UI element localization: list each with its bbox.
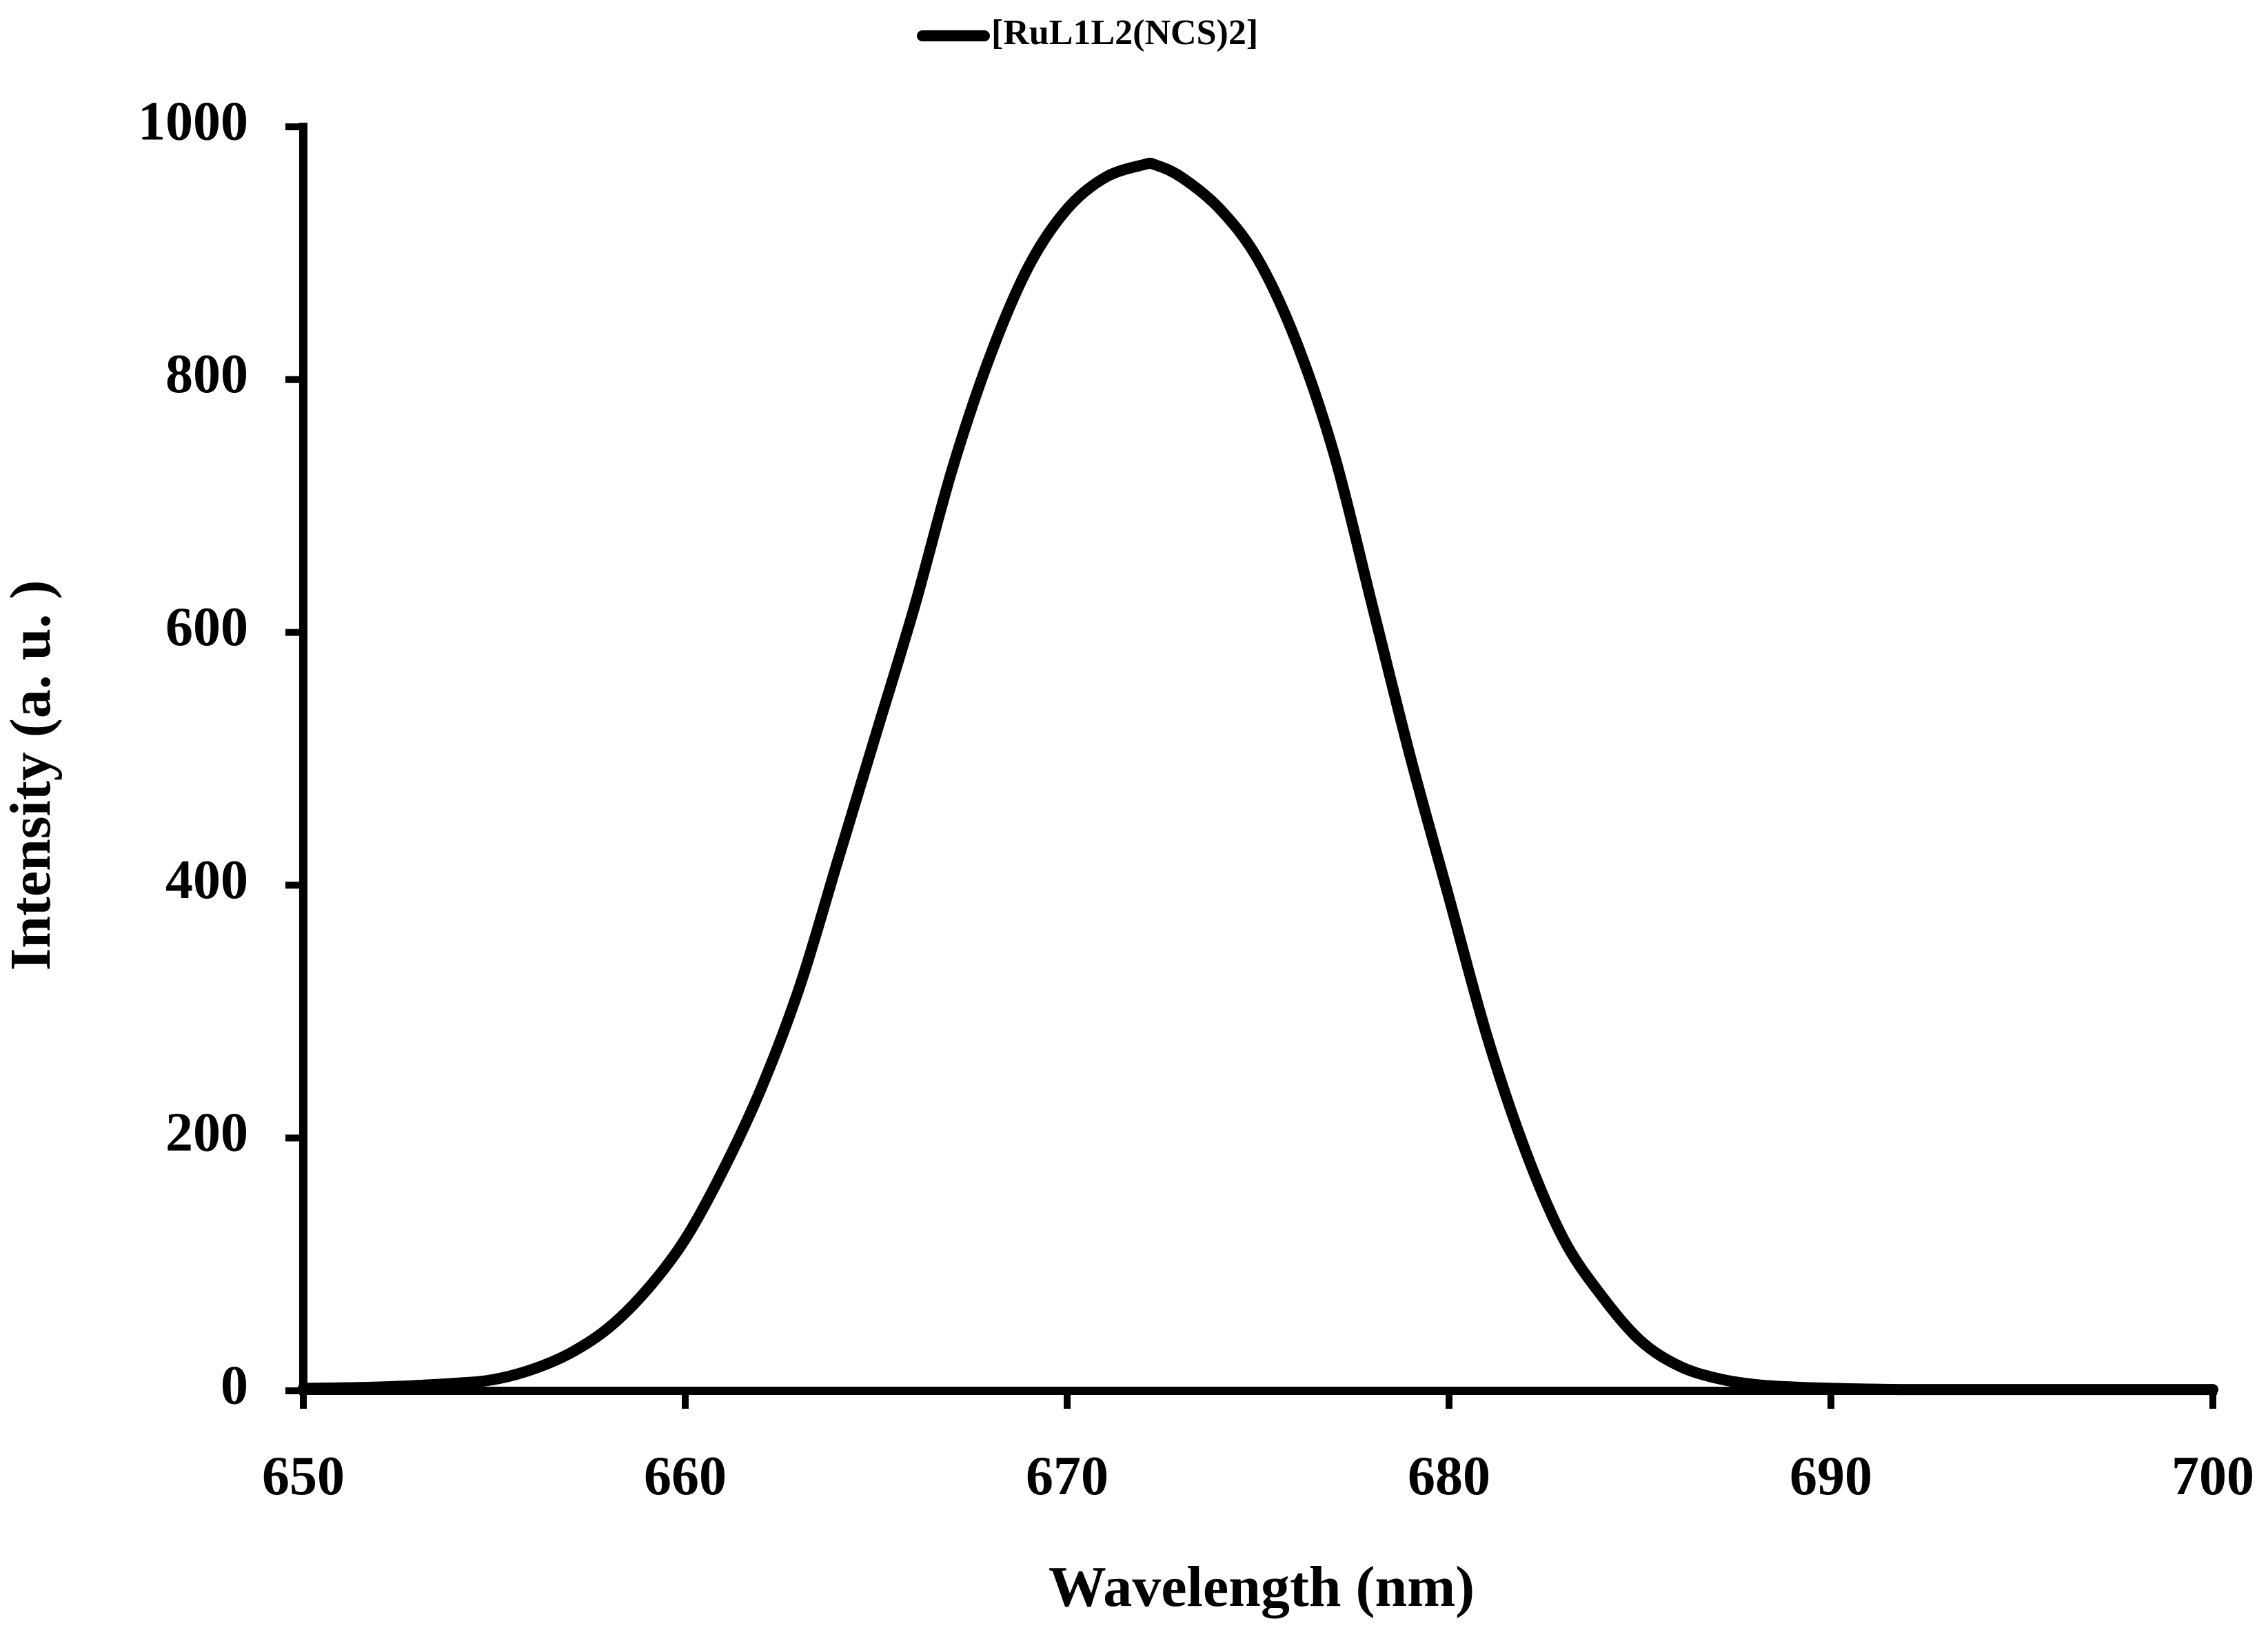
y-tick-label-400: 400	[165, 850, 248, 910]
series-line-1	[298, 157, 2218, 1396]
x-axis-label: Wavelength (nm)	[1049, 1555, 1475, 1619]
x-tick-label-650: 650	[262, 1446, 345, 1507]
legend: [RuL1L2(NCS)2]	[917, 13, 1258, 52]
y-tick-label-600: 600	[165, 597, 248, 658]
x-tick-label-660: 660	[644, 1446, 727, 1507]
y-tick-label-0: 0	[221, 1355, 248, 1416]
x-tick-label-670: 670	[1026, 1446, 1108, 1507]
plot-series	[298, 157, 2218, 1396]
x-tick-label-690: 690	[1790, 1446, 1872, 1507]
y-axis-label: Intensity (a. u. )	[0, 580, 63, 970]
y-tick-label-800: 800	[165, 344, 248, 405]
legend-label-series-1: [RuL1L2(NCS)2]	[991, 13, 1258, 52]
x-tick-label-680: 680	[1408, 1446, 1490, 1507]
y-tick-label-1000: 1000	[138, 91, 248, 152]
axes: 650 660 670 680 690 700 0 200 400 600 800 1000	[138, 91, 2254, 1507]
y-tick-label-200: 200	[165, 1103, 248, 1163]
x-tick-label-700: 700	[2171, 1446, 2254, 1507]
